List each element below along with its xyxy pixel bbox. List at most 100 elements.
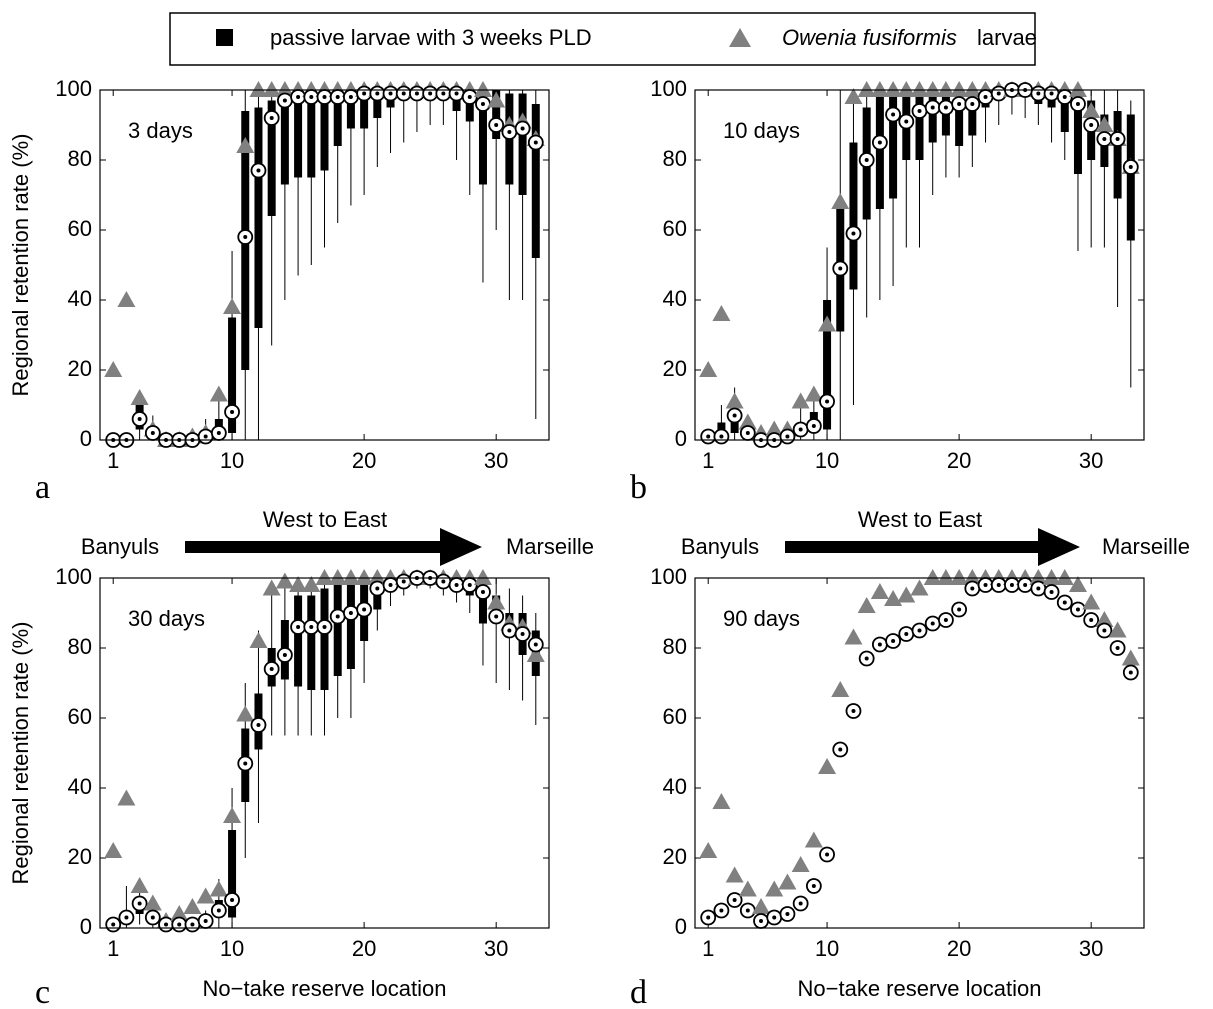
owenia-point — [1068, 576, 1087, 592]
median-dot — [1128, 670, 1133, 675]
owenia-point — [130, 389, 149, 405]
median-dot — [745, 908, 750, 913]
median-dot — [111, 922, 116, 927]
owenia-point — [170, 905, 189, 921]
box — [346, 581, 355, 669]
median-dot — [467, 95, 472, 99]
median-dot — [309, 625, 314, 629]
median-dot — [296, 625, 301, 629]
y-tick-label: 60 — [663, 216, 687, 241]
median-dot — [838, 266, 843, 271]
owenia-point — [487, 593, 506, 610]
median-dot — [533, 140, 538, 145]
median-dot — [996, 91, 1001, 96]
median-dot — [480, 590, 485, 594]
median-dot — [838, 747, 843, 752]
y-tick-label: 100 — [650, 564, 687, 589]
box — [478, 93, 487, 185]
median-dot — [811, 884, 816, 888]
y-tick-label: 0 — [675, 914, 687, 939]
median-dot — [732, 413, 737, 418]
owenia-point — [950, 569, 969, 585]
box — [333, 93, 342, 146]
box — [254, 107, 263, 328]
panel-annotation: 3 days — [128, 118, 193, 143]
box — [1073, 93, 1082, 174]
median-dot — [150, 915, 155, 920]
plot-frame — [694, 577, 1145, 929]
y-tick-label: 20 — [663, 356, 687, 381]
box — [849, 142, 858, 290]
box — [465, 90, 474, 122]
x-tick-label: 30 — [484, 448, 508, 473]
median-dot — [388, 583, 393, 587]
y-tick-label: 60 — [68, 216, 92, 241]
owenia-point — [884, 81, 903, 97]
median-dot — [507, 130, 512, 134]
median-dot — [348, 611, 353, 615]
owenia-point — [950, 81, 969, 97]
owenia-point — [104, 361, 123, 377]
x-axis-label: No−take reserve location — [798, 976, 1042, 1001]
owenia-point — [223, 298, 242, 314]
y-tick-label: 100 — [55, 76, 92, 101]
owenia-point — [183, 898, 202, 914]
x-tick-label: 20 — [947, 936, 971, 961]
owenia-point — [130, 877, 149, 893]
median-dot — [1009, 583, 1014, 587]
median-dot — [533, 642, 538, 647]
y-axis-label: Regional retention rate (%) — [8, 622, 33, 885]
owenia-point — [831, 193, 850, 209]
median-dot — [520, 632, 525, 636]
y-tick-label: 40 — [68, 286, 92, 311]
owenia-point — [315, 569, 334, 585]
panel-annotation: 30 days — [128, 606, 205, 631]
median-dot — [401, 91, 406, 96]
median-dot — [930, 621, 935, 626]
owenia-point — [1108, 621, 1127, 638]
median-dot — [124, 915, 129, 920]
legend-text: Owenia fusiformis — [782, 25, 957, 50]
box — [478, 581, 487, 624]
owenia-point — [804, 385, 823, 402]
median-dot — [1049, 590, 1054, 594]
median-dot — [269, 116, 274, 120]
legend-box — [169, 12, 1036, 66]
box — [360, 90, 369, 129]
median-dot — [388, 91, 393, 96]
median-dot — [706, 434, 711, 439]
y-tick-label: 0 — [675, 426, 687, 451]
owenia-point — [963, 569, 982, 585]
median-dot — [282, 653, 287, 657]
owenia-point — [249, 81, 268, 97]
owenia-point — [936, 569, 955, 585]
y-tick-label: 40 — [663, 286, 687, 311]
median-dot — [798, 427, 803, 432]
median-dot — [177, 922, 182, 927]
owenia-point — [1095, 611, 1114, 627]
median-dot — [798, 901, 803, 906]
x-tick-label: 1 — [107, 936, 119, 961]
y-tick-label: 80 — [663, 146, 687, 171]
y-tick-label: 80 — [68, 634, 92, 659]
median-dot — [983, 95, 988, 99]
median-dot — [494, 614, 499, 619]
median-dot — [296, 95, 301, 99]
median-dot — [811, 424, 816, 428]
median-dot — [230, 410, 235, 414]
owenia-point — [104, 842, 123, 858]
median-dot — [785, 434, 790, 439]
owenia-point — [791, 856, 810, 872]
owenia-point — [117, 789, 136, 806]
x-tick-label: 10 — [220, 448, 244, 473]
box — [346, 90, 355, 129]
owenia-point — [275, 572, 294, 589]
owenia-point — [143, 894, 162, 911]
x-tick-label: 30 — [1079, 448, 1103, 473]
owenia-point — [526, 646, 545, 662]
legend-text: larvae — [977, 25, 1037, 50]
box — [320, 93, 329, 171]
x-tick-label: 1 — [107, 448, 119, 473]
x-tick-label: 30 — [1079, 936, 1103, 961]
owenia-point — [196, 887, 215, 904]
